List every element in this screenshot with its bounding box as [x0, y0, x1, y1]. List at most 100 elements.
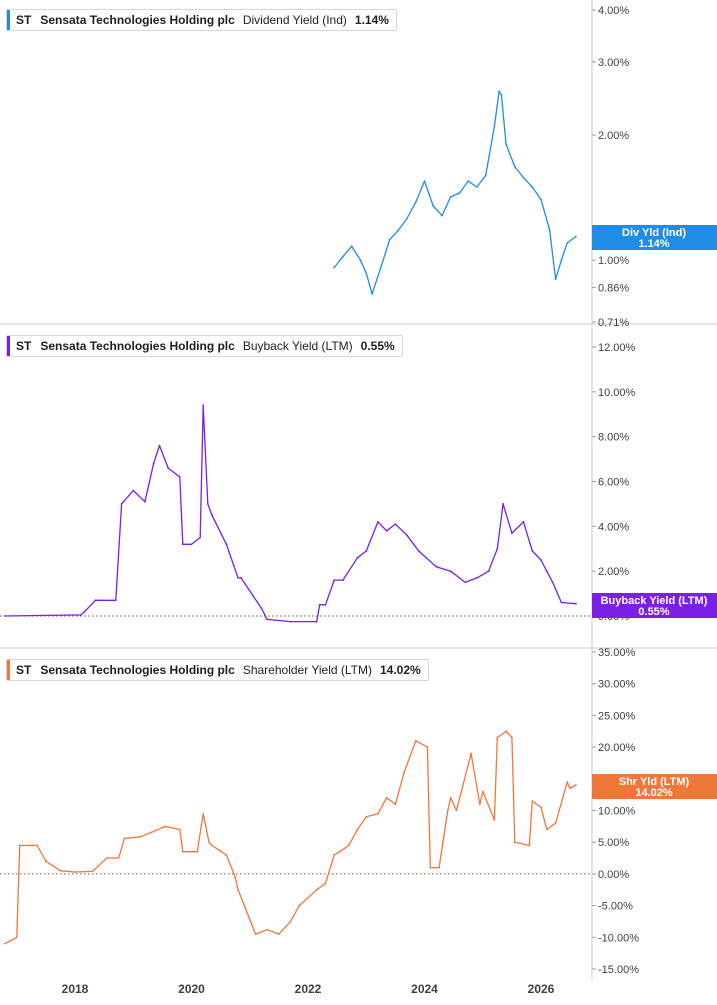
y-tick-label: 35.00%	[598, 647, 636, 659]
data-point	[365, 550, 368, 552]
data-point	[498, 90, 500, 93]
data-point	[324, 603, 327, 606]
badge-background	[592, 774, 717, 799]
data-point	[406, 217, 408, 220]
data-point	[476, 186, 478, 188]
data-point	[278, 933, 280, 935]
data-point	[120, 503, 123, 505]
data-point	[377, 812, 379, 815]
data-point	[206, 503, 209, 505]
data-point	[481, 790, 484, 793]
data-point	[324, 882, 327, 885]
y-tick-label: 2.00%	[598, 566, 629, 578]
data-point	[441, 214, 443, 217]
data-point	[315, 888, 318, 891]
data-point	[167, 467, 170, 469]
data-point	[575, 784, 577, 786]
data-point	[569, 787, 571, 790]
legend-ticker: ST	[16, 663, 32, 677]
y-tick-label: 4.00%	[598, 5, 629, 17]
data-point	[500, 93, 503, 96]
data-point	[266, 928, 269, 931]
data-point	[114, 599, 117, 602]
data-point	[423, 180, 426, 183]
badge-label: Div Yld (Ind)	[622, 227, 686, 239]
data-point	[260, 607, 263, 610]
legend-value: 1.14%	[354, 13, 389, 27]
data-point	[429, 866, 432, 869]
data-point	[45, 860, 47, 863]
data-point	[522, 176, 525, 179]
data-point	[414, 201, 417, 204]
data-point	[455, 809, 458, 812]
data-point	[74, 871, 76, 873]
data-point	[318, 603, 321, 606]
current-value-badge: Div Yld (Ind)1.14%	[592, 225, 717, 250]
data-point	[554, 822, 557, 825]
data-point	[199, 536, 202, 539]
data-point	[545, 828, 548, 831]
legend-company: Sensata Technologies Holding plc	[40, 663, 235, 677]
data-point	[82, 611, 85, 614]
data-point	[385, 796, 388, 799]
data-point	[266, 618, 269, 621]
badge-background	[592, 225, 717, 250]
data-point	[388, 238, 391, 241]
data-point	[4, 615, 6, 617]
data-point	[234, 876, 237, 878]
data-point	[350, 245, 353, 248]
legend-ticker: ST	[16, 339, 32, 353]
data-point	[289, 920, 292, 923]
data-point	[237, 577, 240, 579]
data-point	[371, 292, 373, 295]
y-tick-label: 0.71%	[598, 317, 629, 329]
data-point	[432, 205, 435, 207]
data-point	[298, 904, 301, 907]
data-point	[551, 581, 554, 584]
data-point	[379, 266, 382, 269]
data-point	[178, 476, 181, 478]
data-point	[152, 462, 155, 465]
legend-dividend-yield[interactable]: ST Sensata Technologies Holding plc Divi…	[6, 9, 397, 31]
data-point	[496, 736, 499, 739]
data-point	[522, 521, 525, 523]
data-point	[59, 869, 62, 872]
legend-ticker: ST	[16, 13, 32, 27]
legend-shareholder-yield[interactable]: ST Sensata Technologies Holding plc Shar…	[6, 659, 429, 681]
legend-buyback-yield[interactable]: ST Sensata Technologies Holding plc Buyb…	[6, 335, 403, 357]
data-point	[123, 837, 126, 840]
data-point	[225, 543, 228, 546]
data-point	[458, 192, 461, 195]
y-tick-label: 6.00%	[598, 477, 629, 489]
data-point	[15, 936, 18, 939]
data-point	[511, 532, 513, 534]
data-point	[144, 500, 146, 503]
data-point	[487, 570, 490, 573]
data-point	[208, 841, 210, 844]
data-point	[417, 550, 420, 552]
data-point	[79, 614, 82, 616]
data-point	[94, 599, 97, 602]
data-point	[315, 620, 318, 623]
y-tick-label: -15.00%	[598, 964, 639, 976]
series-line	[333, 90, 577, 295]
data-point	[106, 857, 108, 859]
y-tick-label: 1.00%	[598, 255, 629, 267]
data-point	[202, 812, 205, 815]
data-point	[347, 844, 350, 847]
data-point	[397, 229, 400, 232]
data-point	[493, 125, 496, 128]
legend-company: Sensata Technologies Holding plc	[40, 13, 235, 27]
data-point	[339, 850, 341, 853]
data-point	[548, 229, 551, 232]
data-point	[478, 803, 481, 806]
data-point	[540, 806, 542, 809]
badge-value: 1.14%	[638, 238, 669, 250]
data-point	[414, 739, 417, 742]
data-point	[406, 534, 408, 537]
badge-label: Buyback Yield (LTM)	[601, 595, 708, 607]
series-color-swatch	[7, 10, 10, 30]
data-point	[365, 815, 368, 818]
